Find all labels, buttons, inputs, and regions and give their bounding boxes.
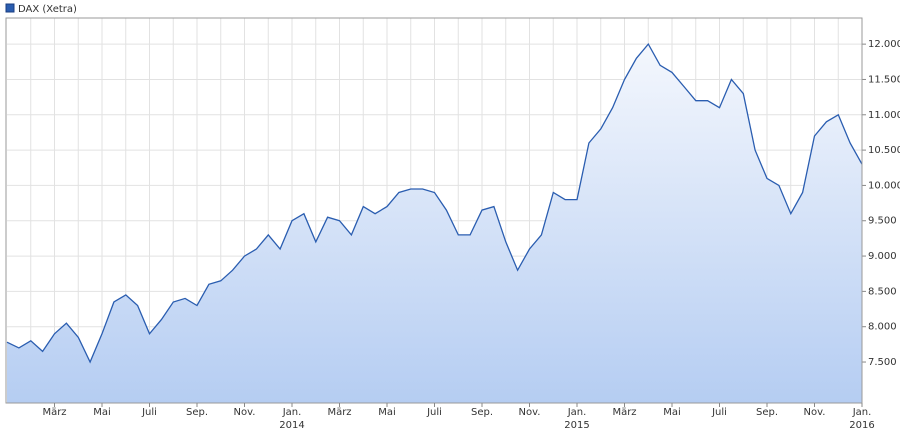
x-tick-label: März bbox=[612, 407, 636, 418]
area bbox=[7, 44, 862, 403]
x-tick-label: Juli bbox=[711, 407, 727, 418]
x-tick-year: 2016 bbox=[849, 420, 874, 431]
x-tick-label: Mai bbox=[378, 407, 396, 418]
legend-swatch bbox=[5, 3, 15, 13]
x-tick-label: Nov. bbox=[234, 407, 256, 418]
y-tick-label: 10.000 bbox=[868, 180, 900, 191]
line bbox=[6, 42, 863, 364]
x-tick-label: Mai bbox=[663, 407, 681, 418]
x-tick-label: Sep. bbox=[756, 407, 778, 418]
legend-label: DAX (Xetra) bbox=[18, 4, 77, 15]
x-tick-label: Sep. bbox=[186, 407, 208, 418]
y-tick-label: 9.000 bbox=[868, 251, 897, 262]
x-tick-label: Jan. bbox=[852, 407, 872, 418]
x-tick-label: Jan. bbox=[282, 407, 302, 418]
x-tick-year: 2015 bbox=[564, 420, 589, 431]
x-tick-label: Nov. bbox=[804, 407, 826, 418]
x-tick-year: 2014 bbox=[279, 420, 304, 431]
x-tick-label: Nov. bbox=[519, 407, 541, 418]
x-tick-label: März bbox=[327, 407, 351, 418]
y-tick-label: 10.500 bbox=[868, 145, 900, 156]
x-tick-label: Sep. bbox=[471, 407, 493, 418]
x-tick-label: Juli bbox=[426, 407, 442, 418]
y-tick-label: 11.000 bbox=[868, 110, 900, 121]
x-tick-label: März bbox=[42, 407, 66, 418]
x-tick-label: Jan. bbox=[567, 407, 587, 418]
y-tick-label: 12.000 bbox=[868, 39, 900, 50]
x-tick-label: Juli bbox=[141, 407, 157, 418]
y-tick-label: 7.500 bbox=[868, 357, 897, 368]
y-tick-label: 8.500 bbox=[868, 286, 897, 297]
y-tick-label: 9.500 bbox=[868, 216, 897, 227]
y-tick-label: 11.500 bbox=[868, 74, 900, 85]
y-tick-label: 8.000 bbox=[868, 322, 897, 333]
x-tick-label: Mai bbox=[93, 407, 111, 418]
